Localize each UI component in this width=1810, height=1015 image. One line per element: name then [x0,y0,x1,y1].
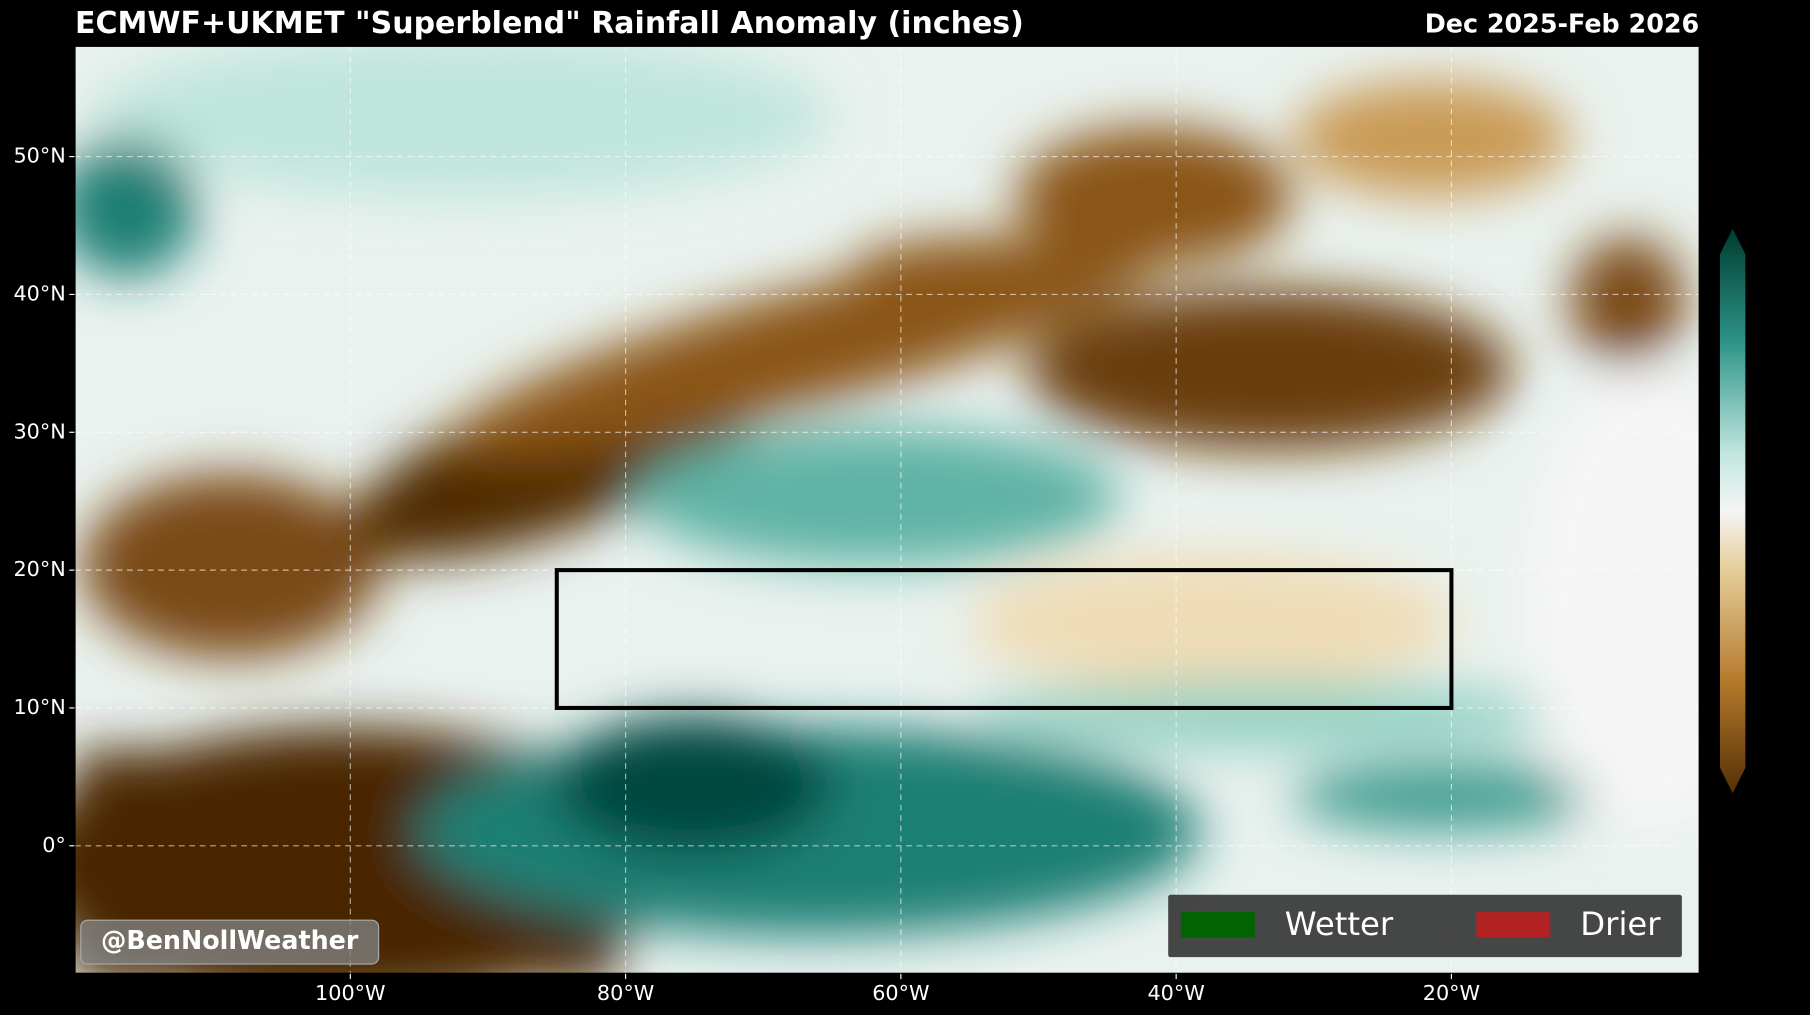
region-box [554,568,1454,710]
lat-tick-label: 50°N [13,144,65,168]
lat-tick-label: 0° [42,833,66,857]
legend-label: Drier [1580,905,1661,943]
lon-tick-label: 100°W [315,981,386,1005]
period: Dec 2025-Feb 2026 [1425,9,1699,39]
lon-tick-label: 80°W [597,981,654,1005]
lat-tick-label: 40°N [13,281,65,305]
legend-box [1168,894,1682,958]
watermark-box [80,919,380,965]
lon-tick-label: 40°W [1147,981,1204,1005]
lon-tick-label: 60°W [872,981,929,1005]
lat-tick-label: 10°N [13,695,65,719]
graticule: 100°W 80°W 60°W 40°W 20°W 0° 10°N 20°N 30°N 40°N 5… [13,46,1700,1005]
legend-swatch [1180,912,1255,938]
overlay [554,568,1454,710]
colorbar-scale [1719,228,1746,794]
lat-tick-label: 20°N [13,557,65,581]
lat-tick-label: 30°N [13,419,65,443]
map-frame [74,45,1700,974]
legend-swatch [1476,912,1551,938]
watermark: @BenNollWeather [101,925,359,955]
title: ECMWF+UKMET "Superblend" Rainfall Anomal… [75,6,1024,41]
legend: Wetter Drier [1180,905,1661,943]
anomaly-field [75,46,1700,974]
lon-tick-label: 20°W [1423,981,1480,1005]
colorbar [1719,228,1746,794]
legend-label: Wetter [1285,905,1394,943]
